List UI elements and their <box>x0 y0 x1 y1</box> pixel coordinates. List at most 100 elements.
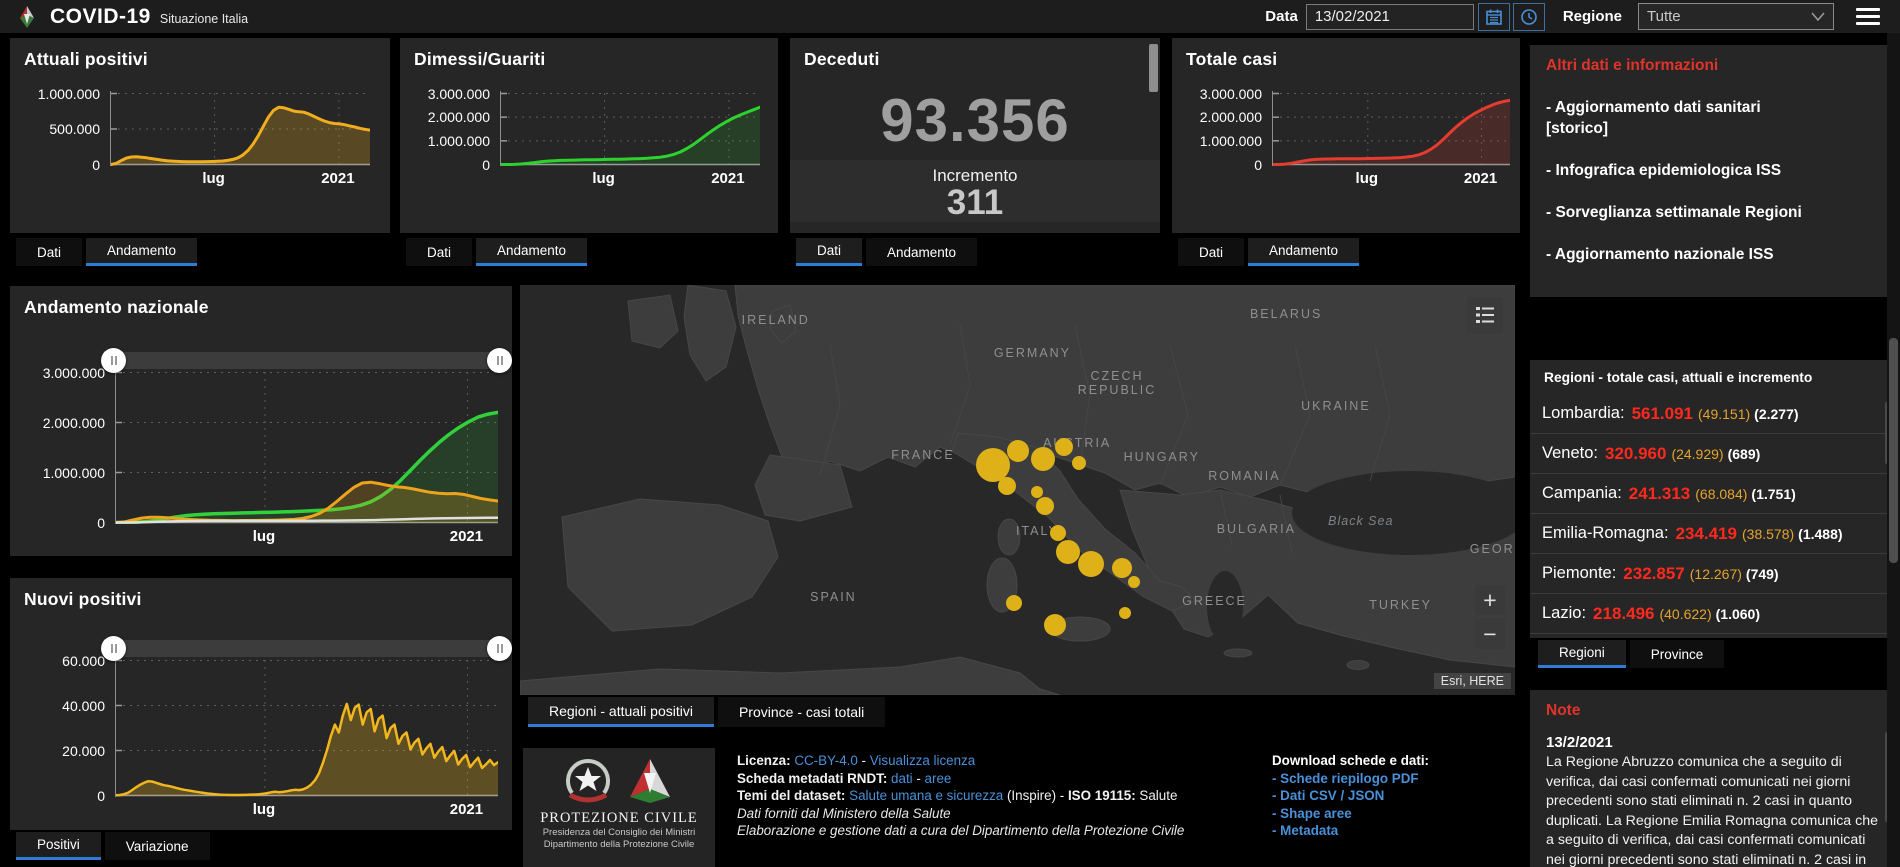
europe-map[interactable]: IRELAND GERMANY BELARUS CZECH REPUBLIC UKRAI… <box>520 285 1515 695</box>
chart-canvas <box>1273 92 1510 166</box>
panel-scrollbar[interactable] <box>1149 44 1158 92</box>
x-tick-label: 2021 <box>449 528 484 545</box>
tab-regioni[interactable]: Regioni <box>1538 640 1626 668</box>
slider-handle-left[interactable] <box>101 636 126 661</box>
map-country-label: FRANCE <box>891 448 955 463</box>
map-region-bubble[interactable] <box>1005 594 1022 611</box>
totale-casi-chart: 3.000.000 2.000.000 1.000.000 0 lug 2021 <box>1180 86 1510 188</box>
slider-handle-right[interactable] <box>487 348 512 373</box>
tab-map-province[interactable]: Province - casi totali <box>717 697 886 727</box>
map-zoom-in-button[interactable]: + <box>1475 585 1505 615</box>
deceduti-increment: Incremento 311 <box>790 160 1160 222</box>
list-icon <box>1476 307 1494 323</box>
map-country-label: IRELAND <box>741 312 810 327</box>
tab-variazione[interactable]: Variazione <box>104 832 210 860</box>
chart-x-axis: lug 2021 <box>1272 166 1510 188</box>
italy-emblem-icon <box>566 759 610 803</box>
temi-label: Temi del dataset: <box>737 788 846 803</box>
map-country-label: GREECE <box>1182 593 1247 608</box>
regione-select[interactable]: Tutte <box>1638 3 1834 30</box>
y-tick-label: 0 <box>1254 156 1262 173</box>
x-tick-label: lug <box>202 170 225 187</box>
x-tick-label: 2021 <box>711 170 745 187</box>
tab-positivi[interactable]: Positivi <box>16 832 101 860</box>
map-region-bubble[interactable] <box>1111 557 1132 578</box>
app-title: COVID-19 <box>50 4 151 28</box>
tab-dati[interactable]: Dati <box>406 238 473 266</box>
tab-dati[interactable]: Dati <box>796 238 863 266</box>
menu-button[interactable] <box>1856 4 1880 29</box>
rndt-aree-link[interactable]: aree <box>924 770 952 786</box>
map-region-bubble[interactable] <box>1056 539 1081 564</box>
map-zoom-out-button[interactable]: − <box>1475 619 1505 649</box>
slider-track[interactable] <box>113 640 500 657</box>
slider-handle-left[interactable] <box>101 348 126 373</box>
rndt-dati-link[interactable]: dati <box>891 770 913 786</box>
y-tick-label: 500.000 <box>49 121 100 137</box>
map-country-label: BULGARIA <box>1216 521 1296 536</box>
download-shape-link[interactable]: - Shape aree <box>1272 805 1352 821</box>
license-link[interactable]: CC-BY-4.0 <box>794 753 858 768</box>
y-tick-label: 0 <box>92 156 100 173</box>
map-region-bubble[interactable] <box>1127 576 1140 589</box>
clock-button[interactable] <box>1512 2 1545 31</box>
dimessi-guariti-chart: 3.000.000 2.000.000 1.000.000 0 lug 2021 <box>408 86 760 188</box>
map-region-bubble[interactable] <box>1118 607 1131 619</box>
tab-andamento[interactable]: Andamento <box>86 238 198 266</box>
tab-province[interactable]: Province <box>1629 640 1725 668</box>
link-infografica-iss[interactable]: - Infografica epidemiologica ISS <box>1546 162 1782 179</box>
map-region-bubble[interactable] <box>1078 550 1105 577</box>
tab-andamento[interactable]: Andamento <box>1248 238 1360 266</box>
map-country-label: UKRAINE <box>1301 398 1371 413</box>
chart-canvas <box>116 371 498 524</box>
tab-andamento[interactable]: Andamento <box>476 238 588 266</box>
panel-title: Dimessi/Guariti <box>414 49 546 69</box>
map-region-bubble[interactable] <box>1050 525 1067 542</box>
tab-map-regioni[interactable]: Regioni - attuali positivi <box>528 697 714 727</box>
view-license-link[interactable]: Visualizza licenza <box>869 753 976 768</box>
temi-link[interactable]: Salute umana e sicurezza <box>849 788 1004 803</box>
region-row[interactable]: Campania: 241.313 (68.084) (1.751) <box>1530 473 1895 513</box>
region-row[interactable]: Lombardia: 561.091 (49.151) (2.277) <box>1530 394 1895 433</box>
download-metadata-link[interactable]: - Metadata <box>1272 823 1339 838</box>
altri-dati-panel: Altri dati e informazioni - Aggiornament… <box>1530 45 1895 297</box>
map-legend-button[interactable] <box>1467 297 1503 333</box>
link-aggiornamento-storico[interactable]: - Aggiornamento dati sanitari [storico] <box>1546 99 1761 137</box>
map-region-bubble[interactable] <box>1031 486 1044 499</box>
y-tick-label: 0 <box>97 514 105 531</box>
attuali-tabbar: Dati Andamento <box>16 238 198 266</box>
region-row[interactable]: Sicilia:145.265(34.875)(749) <box>1530 633 1895 638</box>
y-tick-label: 1.000.000 <box>1199 132 1262 149</box>
map-region-bubble[interactable] <box>997 476 1016 495</box>
region-row[interactable]: Lazio: 218.496 (40.622) (1.060) <box>1530 593 1895 633</box>
region-name: Emilia-Romagna: <box>1542 524 1669 542</box>
date-input[interactable] <box>1305 3 1474 30</box>
map-region-bubble[interactable] <box>1055 437 1074 456</box>
slider-handle-right[interactable] <box>487 636 512 661</box>
region-row[interactable]: Piemonte: 232.857 (12.267) (749) <box>1530 553 1895 593</box>
iso-label: ISO 19115: <box>1067 788 1136 803</box>
page-scrollbar[interactable] <box>1887 33 1900 867</box>
calendar-button[interactable] <box>1477 2 1510 31</box>
region-row[interactable]: Emilia-Romagna: 234.419 (38.578) (1.488) <box>1530 513 1895 553</box>
link-sorveglianza-regioni[interactable]: - Sorveglianza settimanale Regioni <box>1546 204 1802 221</box>
region-total: 234.419 <box>1675 523 1737 543</box>
map-region-bubble[interactable] <box>975 448 1010 483</box>
map-region-bubble[interactable] <box>1044 614 1067 637</box>
map-region-bubble[interactable] <box>1072 456 1087 471</box>
region-row[interactable]: Veneto: 320.960 (24.929) (689) <box>1530 433 1895 473</box>
tab-dati[interactable]: Dati <box>16 238 83 266</box>
map-region-bubble[interactable] <box>1031 447 1056 472</box>
download-csv-json-link[interactable]: - Dati CSV / JSON <box>1272 788 1385 803</box>
scrollbar-thumb[interactable] <box>1889 338 1898 563</box>
map-region-bubble[interactable] <box>1036 497 1055 516</box>
download-pdf-link[interactable]: - Schede riepilogo PDF <box>1272 770 1419 786</box>
tab-andamento[interactable]: Andamento <box>866 238 978 266</box>
link-aggiornamento-iss[interactable]: - Aggiornamento nazionale ISS <box>1546 246 1774 263</box>
tab-dati[interactable]: Dati <box>1178 238 1245 266</box>
map-region-bubble[interactable] <box>1006 440 1029 463</box>
totale-casi-panel: Totale casi <box>1172 38 1520 233</box>
slider-track[interactable] <box>113 352 500 369</box>
increment-value: 311 <box>946 183 1004 222</box>
